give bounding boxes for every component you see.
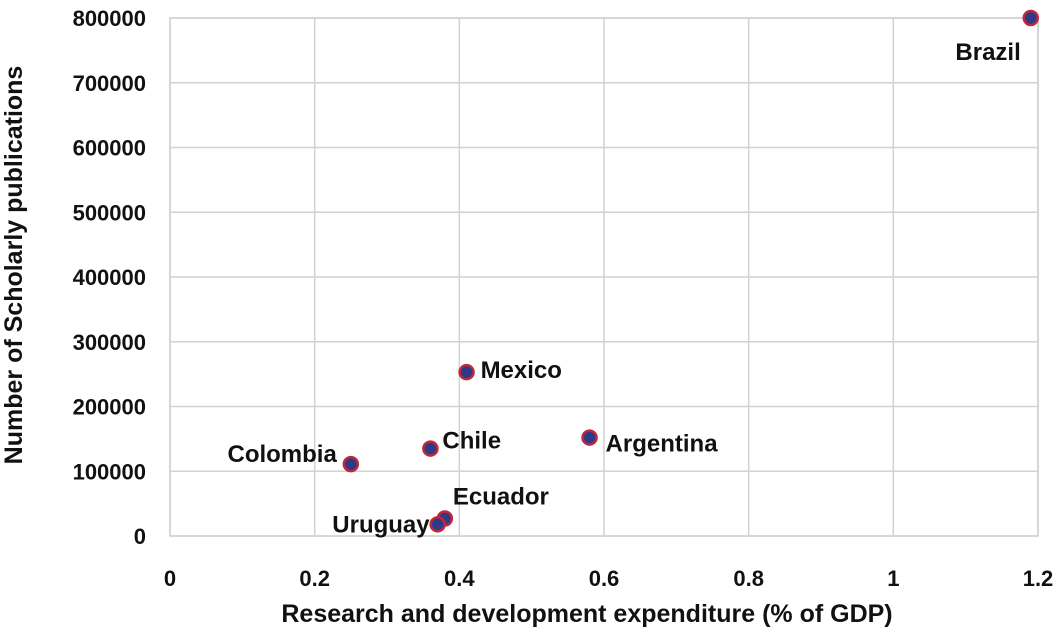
point-label-colombia: Colombia — [227, 441, 337, 468]
y-tick-label: 800000 — [73, 6, 146, 31]
point-label-uruguay: Uruguay — [332, 511, 430, 538]
data-point-mexico — [458, 363, 475, 381]
data-points — [342, 9, 1040, 533]
y-tick-label: 700000 — [73, 71, 146, 96]
x-tick-label: 1.2 — [1023, 566, 1054, 591]
y-tick-label: 100000 — [73, 459, 146, 484]
x-tick-label: 0.4 — [444, 566, 475, 591]
x-tick-label: 0.8 — [733, 566, 764, 591]
x-tick-labels: 0 0.2 0.4 0.6 0.8 1 1.2 — [164, 566, 1053, 591]
data-point-uruguay — [429, 516, 446, 533]
y-axis-title: Number of Scholarly publications — [0, 66, 28, 465]
data-point-chile — [422, 440, 439, 457]
horizontal-gridlines — [170, 17, 1038, 537]
point-label-ecuador: Ecuador — [453, 484, 549, 511]
y-tick-label: 300000 — [73, 330, 146, 355]
y-tick-label: 500000 — [73, 200, 146, 225]
y-tick-labels: 0 100000 200000 300000 400000 500000 600000 700… — [73, 6, 146, 549]
x-tick-label: 1 — [887, 566, 899, 591]
y-tick-label: 200000 — [73, 395, 146, 420]
x-tick-label: 0.6 — [589, 566, 620, 591]
point-labels: Brazil Mexico Chile Argentina Colombia Ecuado… — [227, 39, 1020, 538]
x-axis-title: Research and development expenditure (% … — [281, 600, 892, 628]
point-label-mexico: Mexico — [481, 357, 562, 384]
y-tick-label: 0 — [134, 524, 146, 549]
y-tick-label: 400000 — [73, 265, 146, 290]
data-point-colombia — [342, 455, 360, 473]
x-tick-label: 0 — [164, 566, 176, 591]
point-label-argentina: Argentina — [606, 431, 719, 458]
x-tick-label: 0.2 — [299, 566, 330, 591]
point-label-brazil: Brazil — [955, 39, 1020, 66]
y-tick-label: 600000 — [73, 136, 146, 161]
data-point-argentina — [581, 429, 598, 446]
data-point-brazil — [1022, 9, 1040, 27]
point-label-chile: Chile — [442, 428, 501, 455]
